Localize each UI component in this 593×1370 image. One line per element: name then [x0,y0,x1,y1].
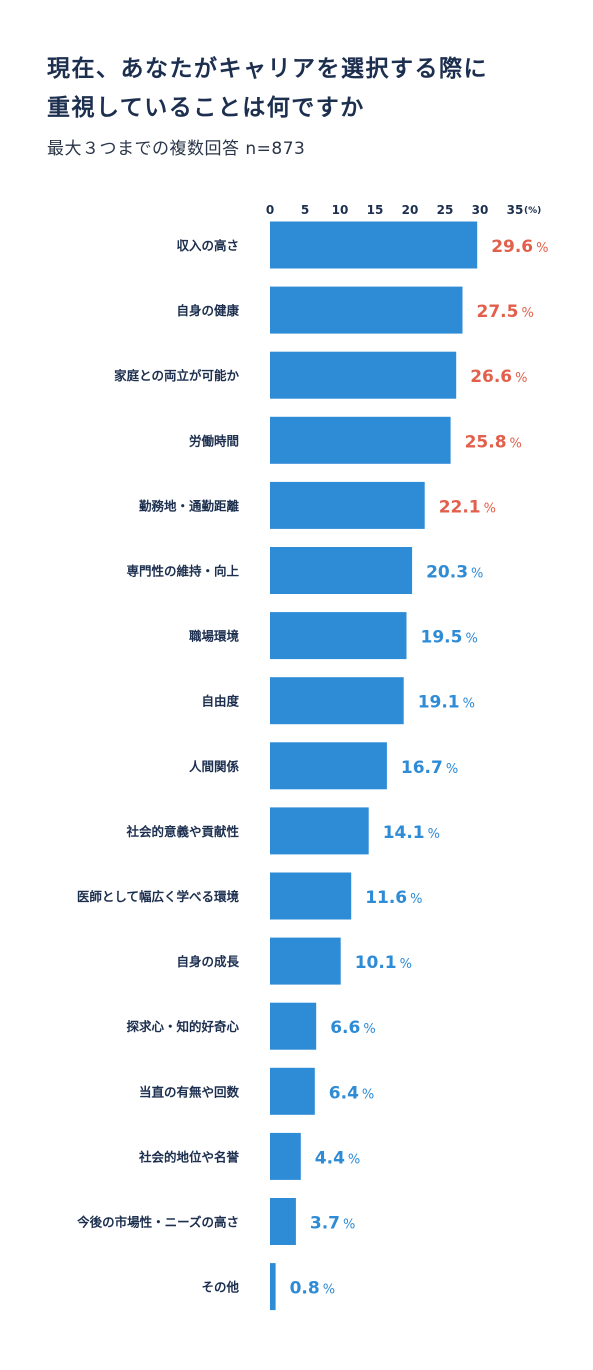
category-label: 労働時間 [189,433,239,448]
bar [270,1067,315,1115]
chart-subtitle: 最大３つまでの複数回答 n=873 [47,139,306,159]
category-label: 専門性の維持・向上 [126,564,239,579]
bar [270,286,463,334]
x-tick-label: 25 [437,203,454,217]
value-label: 14.1% [383,823,440,843]
chart-title-line-2: 重視していることは何ですか [47,95,365,121]
category-label: 自由度 [201,694,239,709]
bar [270,1132,301,1180]
bar [270,221,478,269]
x-tick-label: 10 [332,203,349,217]
category-label: 家庭との両立が可能か [114,368,239,383]
category-label: 社会的意義や貢献性 [125,824,239,839]
x-tick-label: 30 [472,203,489,217]
category-label: 探求心・知的好奇心 [126,1019,239,1034]
x-axis-unit: (%) [524,206,541,216]
value-labels: 29.6 % 27.5 % 26.6 % 25.8 % 22.1 % 20.3 % 19.5 % 19.1%… [290,237,549,1299]
category-label: 今後の市場性・ニーズの高さ [76,1215,239,1230]
category-label: その他 [201,1280,239,1295]
bar [270,807,369,855]
category-label: 人間関係 [189,759,240,774]
category-label: 勤務地・通勤距離 [139,498,240,513]
x-tick-label: 15 [367,203,384,217]
bar [270,1263,276,1311]
value-label: 25.8% [465,432,522,452]
value-label: 0.8% [290,1279,335,1299]
value-label: 22.1% [439,497,496,517]
category-label: 医師として幅広く学べる環境 [77,889,240,904]
value-label: 20.3% [426,563,483,583]
category-label: 社会的地位や名誉 [138,1149,240,1164]
value-label: 19.5% [421,628,478,648]
bar [270,937,341,985]
value-label: 10.1% [355,953,412,973]
category-label: 自身の成長 [176,954,239,969]
category-label: 当直の有無や回数 [139,1084,240,1099]
value-label: 26.6% [470,367,527,387]
bar [270,677,404,725]
value-label: 6.4% [329,1083,374,1103]
bar [270,481,425,529]
bar [270,612,407,660]
category-label: 自身の健康 [176,303,239,318]
x-axis: 0 5 10 15 20 25 30 35 (%) [266,203,541,217]
x-tick-label: 5 [301,203,309,217]
value-label: 27.5% [477,302,534,322]
bar [270,1002,317,1050]
bar [270,742,387,790]
value-label: 11.6% [365,888,422,908]
bars [270,221,478,1311]
value-label: 16.7% [401,758,458,778]
chart-title-line-1: 現在、あなたがキャリアを選択する際に [47,56,488,82]
category-label: 収入の高さ [176,238,239,253]
x-tick-label: 0 [266,203,274,217]
value-label: 29.6% [491,237,548,257]
value-label: 3.7% [310,1214,355,1234]
bar [270,547,413,594]
category-labels: 収入の高さ自身の健康家庭との両立が可能か労働時間勤務地・通勤距離専門性の維持・向… [76,238,239,1295]
category-label: 職場環境 [189,629,240,644]
value-label: 19.1% [418,693,475,713]
bar [270,416,451,464]
bar [270,1198,296,1245]
bar [270,872,352,920]
x-tick-label: 20 [402,203,419,217]
x-tick-label: 35 [507,203,524,217]
value-label: 4.4% [315,1148,360,1168]
bar [270,351,457,399]
value-label: 6.6% [330,1018,375,1038]
